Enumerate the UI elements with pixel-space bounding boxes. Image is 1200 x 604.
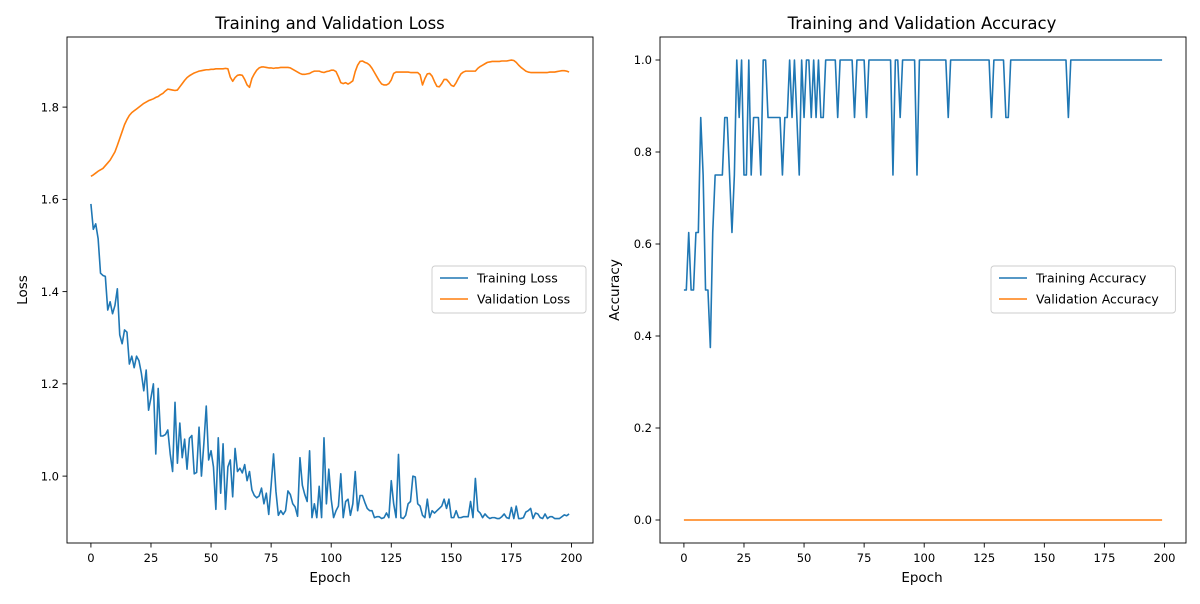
accuracy-chart-ylabel: Accuracy bbox=[607, 259, 623, 321]
accuracy-series-line-training-accuracy bbox=[683, 59, 1163, 349]
loss-xtick-label: 50 bbox=[204, 551, 219, 565]
loss-xtick-label: 200 bbox=[561, 551, 583, 565]
loss-legend-label: Training Loss bbox=[476, 271, 558, 286]
accuracy-ytick-label: 0.2 bbox=[634, 421, 652, 435]
loss-ytick-label: 1.8 bbox=[41, 100, 59, 114]
accuracy-axes-frame bbox=[659, 36, 1187, 544]
accuracy-ytick-label: 0.8 bbox=[634, 145, 652, 159]
accuracy-xtick-label: 25 bbox=[737, 551, 752, 565]
loss-ytick-label: 1.2 bbox=[41, 377, 59, 391]
accuracy-ytick-label: 0.0 bbox=[634, 513, 652, 527]
loss-series-line-validation-loss bbox=[90, 59, 570, 177]
loss-series-line-training-loss bbox=[90, 203, 570, 520]
accuracy-legend-label: Training Accuracy bbox=[1035, 271, 1147, 286]
accuracy-xtick-label: 175 bbox=[1093, 551, 1115, 565]
loss-ytick-label: 1.0 bbox=[41, 469, 59, 483]
loss-xtick-label: 100 bbox=[320, 551, 342, 565]
loss-chart: Training and Validation Loss Epoch Loss … bbox=[15, 14, 594, 586]
loss-xtick-label: 150 bbox=[440, 551, 462, 565]
loss-xtick-label: 125 bbox=[380, 551, 402, 565]
accuracy-xtick-label: 50 bbox=[797, 551, 812, 565]
loss-chart-title: Training and Validation Loss bbox=[214, 14, 445, 33]
loss-chart-ylabel: Loss bbox=[15, 275, 31, 305]
loss-legend-label: Validation Loss bbox=[477, 292, 570, 307]
accuracy-xtick-label: 0 bbox=[680, 551, 687, 565]
accuracy-legend: Training Accuracy Validation Accuracy bbox=[990, 265, 1176, 314]
loss-xtick-label: 75 bbox=[264, 551, 279, 565]
loss-axes-frame bbox=[66, 36, 594, 544]
accuracy-xtick-label: 125 bbox=[973, 551, 995, 565]
accuracy-chart-xlabel: Epoch bbox=[901, 570, 942, 586]
loss-ytick-label: 1.4 bbox=[41, 285, 59, 299]
accuracy-xtick-label: 150 bbox=[1033, 551, 1055, 565]
loss-ytick-label: 1.6 bbox=[41, 193, 59, 207]
accuracy-ytick-label: 1.0 bbox=[634, 53, 652, 67]
loss-chart-xlabel: Epoch bbox=[309, 570, 350, 586]
accuracy-chart: Training and Validation Accuracy Epoch A… bbox=[607, 14, 1187, 586]
accuracy-ytick-label: 0.4 bbox=[634, 329, 652, 343]
loss-legend-box bbox=[431, 265, 587, 314]
loss-xtick-label: 25 bbox=[144, 551, 159, 565]
accuracy-xtick-label: 75 bbox=[857, 551, 872, 565]
accuracy-chart-title: Training and Validation Accuracy bbox=[787, 14, 1057, 33]
loss-xtick-label: 175 bbox=[500, 551, 522, 565]
loss-legend: Training Loss Validation Loss bbox=[431, 265, 587, 314]
accuracy-ytick-label: 0.6 bbox=[634, 237, 652, 251]
accuracy-legend-box bbox=[990, 265, 1176, 314]
loss-xtick-label: 0 bbox=[87, 551, 94, 565]
accuracy-xtick-label: 200 bbox=[1154, 551, 1176, 565]
accuracy-legend-label: Validation Accuracy bbox=[1036, 292, 1159, 307]
accuracy-xtick-label: 100 bbox=[913, 551, 935, 565]
